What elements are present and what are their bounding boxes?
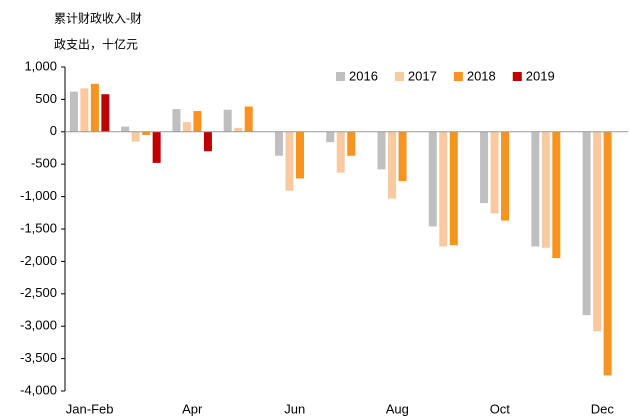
legend-label: 2018 xyxy=(467,68,496,83)
x-tick-label: Aug xyxy=(386,401,409,416)
bar xyxy=(480,131,489,204)
bar xyxy=(69,91,78,132)
bar xyxy=(101,94,110,132)
bar xyxy=(223,109,232,132)
y-tick-label: -2,000 xyxy=(20,253,57,268)
bar xyxy=(172,109,181,132)
y-tick-label: -1,500 xyxy=(20,220,57,235)
bar xyxy=(541,131,550,248)
bar xyxy=(295,131,304,179)
legend-swatch xyxy=(336,72,345,81)
bar xyxy=(274,131,283,156)
legend-swatch xyxy=(394,72,404,81)
y-tick-label: 500 xyxy=(35,91,57,106)
bar xyxy=(234,127,243,132)
bar xyxy=(152,131,161,163)
y-tick-label: -3,000 xyxy=(20,318,57,333)
bar xyxy=(428,131,437,227)
bar xyxy=(285,131,294,191)
bar xyxy=(347,131,356,156)
legend-label: 2016 xyxy=(349,68,378,83)
bar xyxy=(449,131,458,246)
legend-label: 2017 xyxy=(408,68,437,83)
bar xyxy=(336,131,345,173)
bar xyxy=(552,131,561,259)
bar xyxy=(182,122,191,132)
bar xyxy=(398,131,407,182)
y-tick-label: -4,000 xyxy=(20,382,57,397)
x-tick-label: Oct xyxy=(490,401,511,416)
bar xyxy=(80,88,89,132)
legend-label: 2019 xyxy=(526,68,555,83)
bar xyxy=(90,83,99,132)
x-tick-label: Jun xyxy=(284,401,305,416)
bar xyxy=(490,131,499,214)
y-tick-label: -2,500 xyxy=(20,285,57,300)
bar xyxy=(244,106,253,132)
bar xyxy=(501,131,510,221)
y-tick-label: -1,000 xyxy=(20,188,57,203)
bar xyxy=(131,131,140,142)
bar xyxy=(121,126,130,132)
legend-swatch xyxy=(453,72,463,81)
bar xyxy=(377,131,386,170)
y-tick-label: 1,000 xyxy=(24,58,57,73)
bar xyxy=(603,131,612,376)
x-tick-label: Jan-Feb xyxy=(66,401,114,416)
bar xyxy=(593,131,602,332)
y-tick-label: 0 xyxy=(50,123,57,138)
bar xyxy=(582,131,591,316)
bar xyxy=(439,131,448,247)
chart-title: 累计财政收入-财 xyxy=(54,12,142,26)
y-tick-label: -500 xyxy=(31,156,57,171)
x-tick-label: Dec xyxy=(591,401,615,416)
legend-swatch xyxy=(512,72,522,81)
x-tick-label: Apr xyxy=(182,401,203,416)
chart-title: 政支出，十亿元 xyxy=(54,37,138,52)
bar xyxy=(142,131,151,136)
bar xyxy=(193,111,202,132)
bar xyxy=(531,131,540,247)
bar xyxy=(203,131,212,152)
bar xyxy=(388,131,397,199)
y-tick-label: -3,500 xyxy=(20,350,57,365)
bar xyxy=(326,131,335,143)
